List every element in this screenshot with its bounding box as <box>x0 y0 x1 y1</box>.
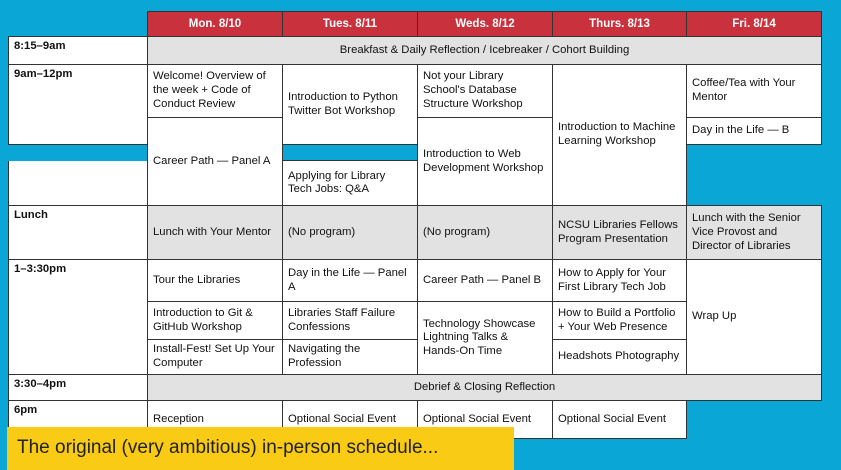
time-breakfast: 8:15–9am <box>8 36 148 65</box>
breakfast-block: Breakfast & Daily Reflection / Icebreake… <box>147 36 822 65</box>
session-thu-portfolio: How to Build a Portfolio + Your Web Pres… <box>552 301 687 341</box>
day-header-fri: Fri. 8/14 <box>686 11 822 37</box>
session-wed-web-dev: Introduction to Web Development Workshop <box>417 116 553 207</box>
time-morning-cont <box>8 160 148 206</box>
day-header-thu: Thurs. 8/13 <box>552 11 687 37</box>
session-mon-career-panel: Career Path — Panel A <box>147 116 283 207</box>
session-mon-git: Introduction to Git & GitHub Workshop <box>147 301 283 341</box>
session-mon-welcome: Welcome! Overview of the week + Code of … <box>147 64 283 118</box>
time-lunch: Lunch <box>8 205 148 261</box>
evening-thu-social: Optional Social Event <box>552 400 687 439</box>
schedule-table: Mon. 8/10 Tues. 8/11 Weds. 8/12 Thurs. 8… <box>8 11 822 439</box>
evening-fri-empty <box>687 401 822 439</box>
caption-banner: The original (very ambitious) in-person … <box>7 427 514 470</box>
session-wed-database-workshop: Not your Library School's Database Struc… <box>417 64 553 118</box>
lunch-mon: Lunch with Your Mentor <box>147 205 283 261</box>
session-mon-install-fest: Install-Fest! Set Up Your Computer <box>147 339 283 375</box>
debrief-block: Debrief & Closing Reflection <box>147 374 822 401</box>
session-wed-career-panel: Career Path — Panel B <box>417 259 553 303</box>
session-fri-coffee-mentor: Coffee/Tea with Your Mentor <box>686 64 822 118</box>
session-thu-apply-job: How to Apply for Your First Library Tech… <box>552 259 687 303</box>
session-thu-headshots: Headshots Photography <box>552 339 687 375</box>
day-header-tue: Tues. 8/11 <box>282 11 418 37</box>
session-fri-applying-jobs: Applying for Library Tech Jobs: Q&A <box>282 160 418 207</box>
session-fri-wrap-up: Wrap Up <box>686 259 822 375</box>
session-tue-failure-confessions: Libraries Staff Failure Confessions <box>282 301 418 341</box>
lunch-thu: NCSU Libraries Fellows Program Presentat… <box>552 205 687 261</box>
session-tue-navigating: Navigating the Profession <box>282 339 418 375</box>
lunch-tue: (No program) <box>282 205 418 261</box>
time-debrief: 3:30–4pm <box>8 374 148 401</box>
session-tue-day-in-life: Day in the Life — Panel A <box>282 259 418 303</box>
lunch-wed: (No program) <box>417 205 553 261</box>
time-morning: 9am–12pm <box>8 64 148 145</box>
day-header-wed: Weds. 8/12 <box>417 11 553 37</box>
header-corner <box>8 11 148 37</box>
session-tue-python-workshop: Introduction to Python Twitter Bot Works… <box>282 64 418 145</box>
session-wed-tech-showcase: Technology Showcase Lightning Talks & Ha… <box>417 301 553 375</box>
time-afternoon: 1–3:30pm <box>8 259 148 375</box>
session-thu-machine-learning: Introduction to Machine Learning Worksho… <box>552 63 687 207</box>
session-mon-tour: Tour the Libraries <box>147 259 283 303</box>
session-fri-day-in-life: Day in the Life — B <box>686 117 822 145</box>
lunch-fri: Lunch with the Senior Vice Provost and D… <box>686 205 822 261</box>
day-header-mon: Mon. 8/10 <box>147 11 283 37</box>
